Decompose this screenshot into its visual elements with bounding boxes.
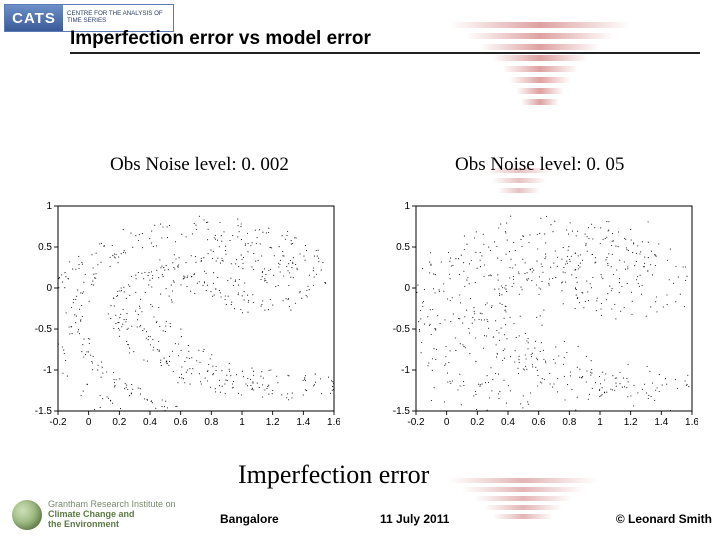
svg-text:1.2: 1.2 xyxy=(624,417,638,428)
svg-text:0.8: 0.8 xyxy=(204,417,218,428)
footer: Grantham Research Institute on Climate C… xyxy=(0,494,720,534)
scatter-plot-left: -0.2 0 0.2 0.4 0.6 0.8 1 1.2 1.4 1.6 -1.5 -1 -0.5 0 0.… xyxy=(20,200,340,435)
svg-text:0.6: 0.6 xyxy=(174,417,188,428)
svg-text:-1.5: -1.5 xyxy=(35,406,53,417)
svg-text:0.2: 0.2 xyxy=(112,417,126,428)
subtitle-right: Obs Noise level: 0. 05 xyxy=(455,154,624,176)
svg-text:-1: -1 xyxy=(43,365,52,376)
svg-text:-0.2: -0.2 xyxy=(49,417,67,428)
cats-logo-mark: CATS xyxy=(5,5,63,31)
svg-text:-1.5: -1.5 xyxy=(393,406,411,417)
svg-text:1: 1 xyxy=(404,201,410,212)
svg-text:0: 0 xyxy=(86,417,92,428)
svg-text:0.4: 0.4 xyxy=(501,417,515,428)
svg-text:0: 0 xyxy=(404,283,410,294)
svg-text:1: 1 xyxy=(239,417,245,428)
gri-logo: Grantham Research Institute on Climate C… xyxy=(12,500,176,530)
svg-text:0.2: 0.2 xyxy=(470,417,484,428)
svg-text:0: 0 xyxy=(444,417,450,428)
footer-date: 11 July 2011 xyxy=(380,512,449,526)
svg-text:0.8: 0.8 xyxy=(562,417,576,428)
svg-text:-1: -1 xyxy=(401,365,410,376)
footer-location: Bangalore xyxy=(220,512,279,526)
gri-line3: the Environment xyxy=(48,520,176,530)
svg-text:1.6: 1.6 xyxy=(685,417,698,428)
svg-text:-0.2: -0.2 xyxy=(407,417,425,428)
svg-text:1.6: 1.6 xyxy=(327,417,340,428)
gri-logo-text: Grantham Research Institute on Climate C… xyxy=(48,500,176,530)
svg-text:-0.5: -0.5 xyxy=(393,324,411,335)
svg-text:0.4: 0.4 xyxy=(143,417,157,428)
svg-text:0: 0 xyxy=(46,283,52,294)
svg-text:-0.5: -0.5 xyxy=(35,324,53,335)
scatter-plot-right: -0.2 0 0.2 0.4 0.6 0.8 1 1.2 1.4 1.6 -1.5 -1 -0.5 0 0.… xyxy=(378,200,698,435)
svg-text:1.2: 1.2 xyxy=(266,417,280,428)
decorative-stripes-top xyxy=(450,22,630,105)
svg-text:1.4: 1.4 xyxy=(296,417,310,428)
globe-icon xyxy=(12,500,42,530)
svg-text:1: 1 xyxy=(597,417,603,428)
imperfection-error-label: Imperfection error xyxy=(238,460,429,490)
svg-text:0.5: 0.5 xyxy=(396,242,410,253)
svg-text:0.5: 0.5 xyxy=(38,242,52,253)
footer-copyright: © Leonard Smith xyxy=(616,512,712,526)
subtitle-left: Obs Noise level: 0. 002 xyxy=(110,154,289,176)
svg-text:1.4: 1.4 xyxy=(654,417,668,428)
svg-text:1: 1 xyxy=(46,201,52,212)
svg-text:0.6: 0.6 xyxy=(532,417,546,428)
